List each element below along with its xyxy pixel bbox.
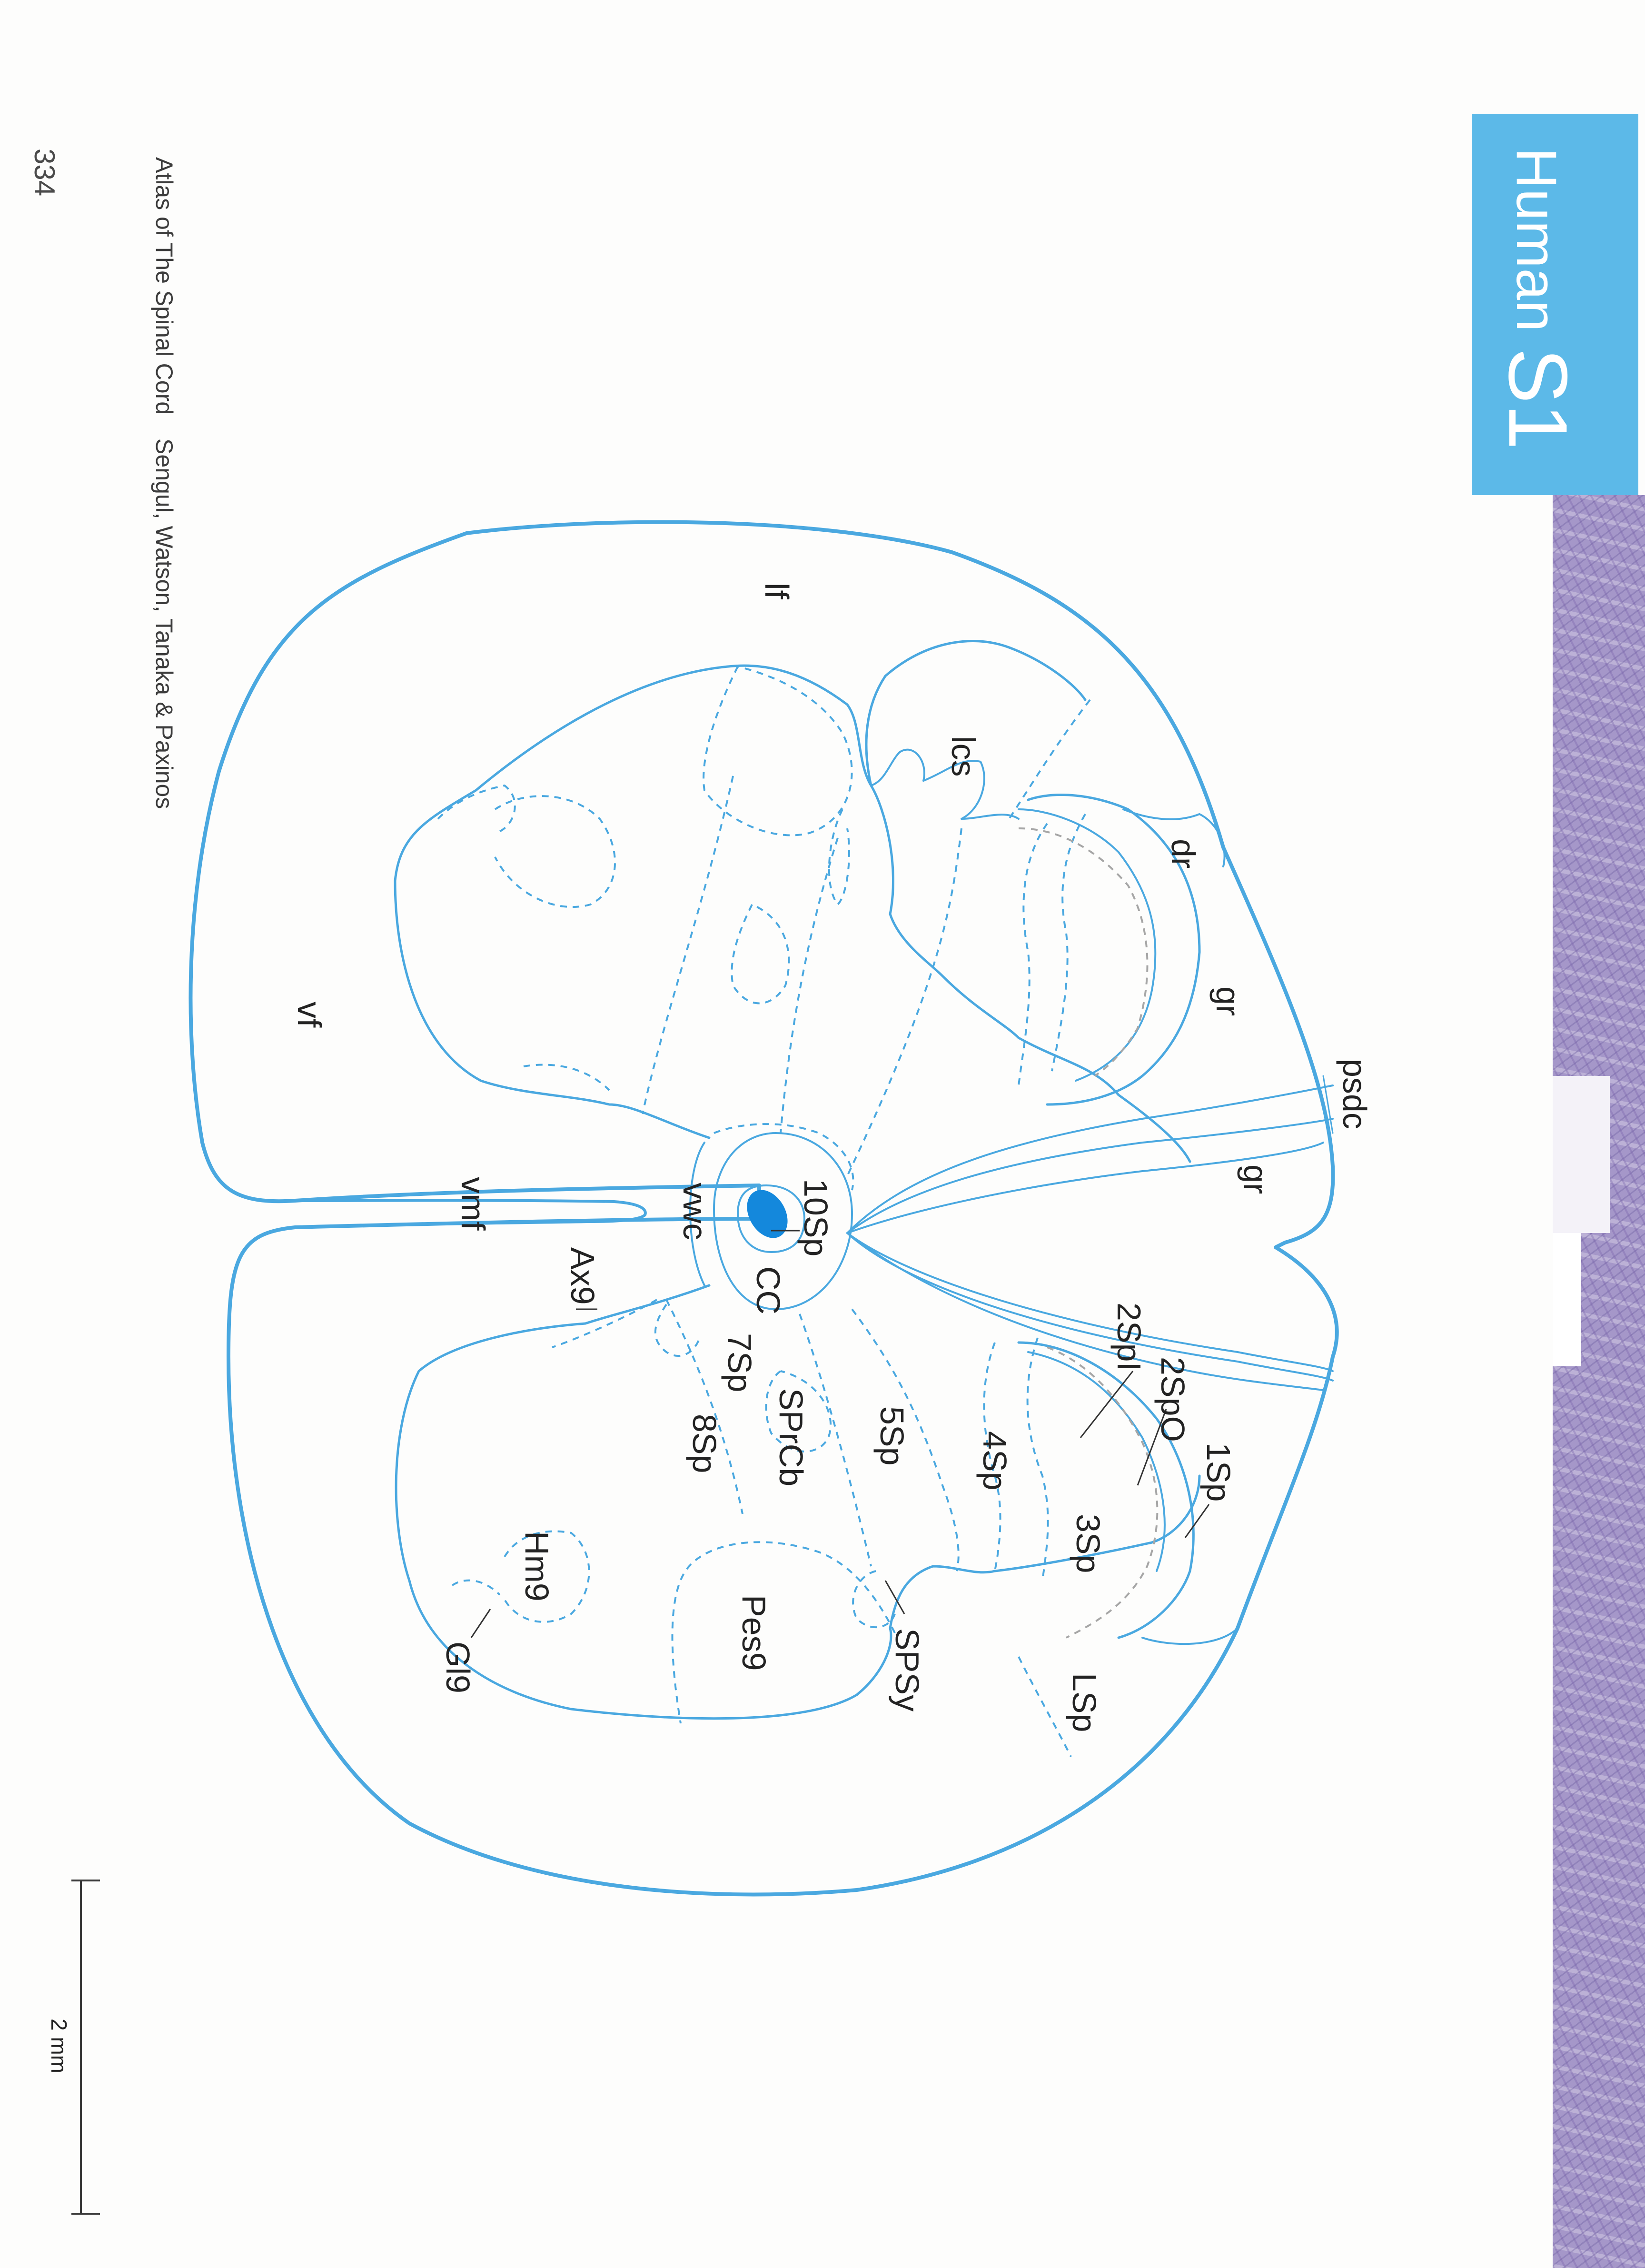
label-vmf: vmf bbox=[455, 1177, 492, 1231]
label-gr-upper: gr bbox=[1209, 986, 1247, 1016]
label-10sp: 10Sp bbox=[797, 1179, 834, 1256]
label-cc: CC bbox=[750, 1266, 787, 1314]
label-pes9: Pes9 bbox=[735, 1595, 773, 1671]
histology-gap bbox=[1553, 1076, 1610, 1233]
label-hm9: Hm9 bbox=[518, 1531, 555, 1602]
label-vf: vf bbox=[291, 1002, 328, 1028]
scale-bar-label: 2 mm bbox=[47, 2019, 71, 2073]
label-dr: dr bbox=[1165, 839, 1202, 868]
section-tab bbox=[1472, 114, 1638, 495]
label-7sp: 7Sp bbox=[721, 1333, 758, 1393]
label-2spi: 2SpI bbox=[1110, 1303, 1148, 1371]
label-2spo: 2SpO bbox=[1154, 1357, 1191, 1442]
label-ax9: Ax9 bbox=[564, 1247, 601, 1305]
label-lcs: lcs bbox=[945, 736, 982, 777]
central-canal bbox=[747, 1190, 788, 1238]
gray-matter-lower bbox=[395, 1284, 1201, 1720]
label-sprcb: SPrCb bbox=[773, 1388, 810, 1486]
label-3sp: 3Sp bbox=[1070, 1514, 1107, 1573]
label-psdc: psdc bbox=[1336, 1059, 1373, 1129]
label-gl9: Gl9 bbox=[439, 1641, 476, 1693]
label-lf: lf bbox=[758, 583, 795, 600]
label-5sp: 5Sp bbox=[873, 1406, 911, 1466]
ventral-median-fissure bbox=[294, 1199, 647, 1229]
histology-strip bbox=[1553, 495, 1645, 2268]
label-spsy: SPSy bbox=[889, 1628, 926, 1711]
histology-gap bbox=[1553, 1233, 1581, 1366]
label-8sp: 8Sp bbox=[686, 1414, 723, 1473]
central-gray-circle bbox=[713, 1132, 853, 1310]
label-1sp: 1Sp bbox=[1200, 1442, 1237, 1502]
lcs-boundary bbox=[865, 640, 1087, 787]
cord-outline bbox=[188, 520, 1339, 1897]
gray-matter-upper bbox=[394, 664, 1191, 1163]
label-4sp: 4Sp bbox=[976, 1431, 1013, 1491]
label-lsp: LSp bbox=[1066, 1673, 1103, 1732]
label-gr-lower: gr bbox=[1237, 1164, 1274, 1194]
label-vwc: vwc bbox=[676, 1183, 713, 1240]
scale-bar bbox=[71, 1880, 100, 2215]
